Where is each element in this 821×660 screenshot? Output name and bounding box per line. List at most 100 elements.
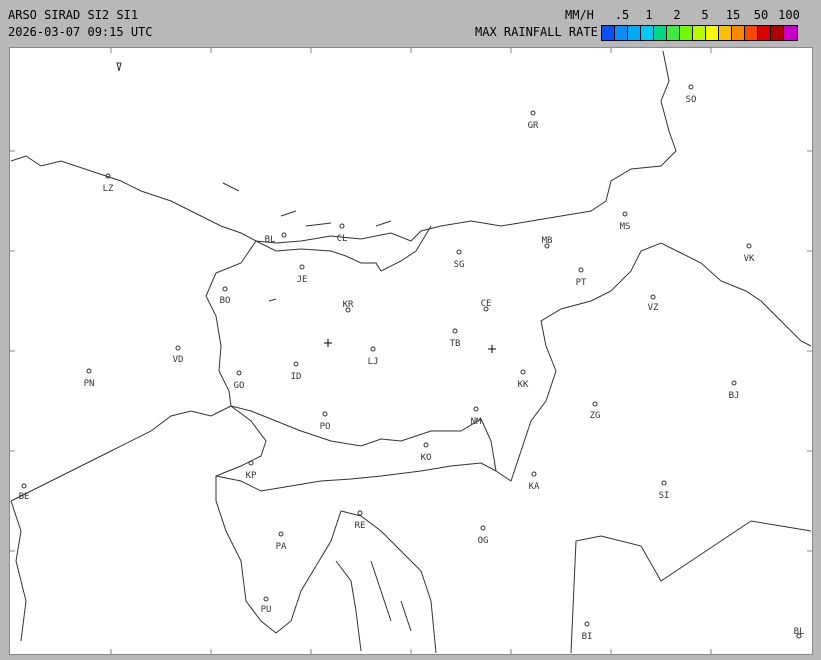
- station-label: SI: [659, 491, 670, 501]
- station-label: SG: [454, 260, 465, 270]
- legend-swatch: [745, 26, 758, 40]
- legend-swatch: [758, 26, 771, 40]
- legend-swatch: [784, 26, 797, 40]
- legend-swatch: [732, 26, 745, 40]
- station-marker: [86, 368, 92, 374]
- legend-tick: 1: [645, 8, 653, 22]
- station-marker: [248, 460, 254, 466]
- station-marker: [650, 294, 656, 300]
- station-label: PT: [576, 278, 587, 288]
- station-label: ID: [291, 372, 302, 382]
- station-label: KK: [518, 380, 529, 390]
- station-marker: [480, 525, 486, 531]
- border-croatia: [215, 462, 497, 492]
- station-marker: [731, 380, 737, 386]
- station-label: GR: [528, 121, 539, 131]
- station-label: GO: [234, 381, 245, 391]
- legend-tick: 100: [778, 8, 800, 22]
- station-marker: [592, 401, 598, 407]
- legend-swatch: [615, 26, 628, 40]
- station-label: BL: [794, 627, 805, 637]
- station-marker: [423, 442, 429, 448]
- coast-west: [10, 500, 27, 642]
- station-label: MS: [620, 222, 631, 232]
- station-label: VZ: [648, 303, 659, 313]
- station-marker: [688, 84, 694, 90]
- station-label: BO: [220, 296, 231, 306]
- station-label: BE: [19, 492, 30, 502]
- station-label: KA: [529, 482, 540, 492]
- station-label: TB: [450, 339, 461, 349]
- station-marker: [322, 411, 328, 417]
- border-slovenia: [205, 240, 812, 482]
- station-marker: [452, 328, 458, 334]
- legend-swatch: [719, 26, 732, 40]
- legend-label: MAX RAINFALL RATE: [475, 25, 598, 39]
- station-marker: [278, 531, 284, 537]
- coast-istria: [215, 405, 437, 654]
- station-label: KP: [246, 471, 257, 481]
- station-label: KO: [421, 453, 432, 463]
- station-label: PA: [276, 542, 287, 552]
- station-marker: [456, 249, 462, 255]
- station-marker: [263, 596, 269, 602]
- station-marker: [796, 633, 802, 639]
- radar-site-cross-icon: [488, 345, 496, 353]
- station-label: VK: [744, 254, 755, 264]
- station-label: CL: [337, 234, 348, 244]
- station-label: KR: [343, 300, 354, 310]
- station-marker: [236, 370, 242, 376]
- boundaries: [10, 50, 812, 654]
- station-label: CE: [481, 299, 492, 309]
- station-label: ZG: [590, 411, 601, 421]
- legend-tick: .5: [614, 8, 630, 22]
- legend-swatch: [602, 26, 615, 40]
- station-label: SO: [686, 95, 697, 105]
- legend-swatch: [706, 26, 719, 40]
- station-marker: [293, 361, 299, 367]
- station-marker: [530, 110, 536, 116]
- station-marker: [357, 510, 363, 516]
- station-marker: [281, 232, 287, 238]
- station-marker: [21, 483, 27, 489]
- radar-site-cross-icon: [324, 339, 332, 347]
- station-marker: [370, 346, 376, 352]
- station-label: LJ: [368, 357, 379, 367]
- unit-label: MM/H: [565, 8, 594, 22]
- stations: GR SO LZ BL CL MS MB VK SG JE PT BO KR CE VZ TB VD LJ ID PN…: [19, 84, 805, 642]
- station-marker: [520, 369, 526, 375]
- station-label: RE: [355, 521, 366, 531]
- station-marker: [483, 306, 489, 312]
- radar-map: GR SO LZ BL CL MS MB VK SG JE PT BO KR CE VZ TB VD LJ ID PN…: [9, 47, 813, 655]
- radar-sites: [324, 339, 496, 353]
- station-marker: [222, 286, 228, 292]
- legend-tick: 15: [725, 8, 741, 22]
- station-marker: [584, 621, 590, 627]
- legend-tick: 5: [701, 8, 709, 22]
- station-marker: [345, 307, 351, 313]
- lake: [116, 62, 392, 302]
- frame-ticks: [10, 48, 812, 654]
- station-marker: [299, 264, 305, 270]
- station-marker: [544, 243, 550, 249]
- station-marker: [473, 406, 479, 412]
- station-marker: [578, 267, 584, 273]
- station-label: JE: [297, 275, 308, 285]
- station-label: LZ: [103, 184, 114, 194]
- border-sl-north: [255, 225, 432, 272]
- station-marker: [175, 345, 181, 351]
- station-marker: [622, 211, 628, 217]
- station-label: NM: [471, 417, 482, 427]
- color-legend: [601, 25, 798, 41]
- station-marker: [746, 243, 752, 249]
- border-north: [10, 50, 677, 244]
- legend-swatch: [628, 26, 641, 40]
- coast-islands: [335, 560, 412, 652]
- legend-swatch: [641, 26, 654, 40]
- station-label: VD: [173, 355, 184, 365]
- station-label: MB: [542, 236, 553, 246]
- station-marker: [105, 173, 111, 179]
- product-title: ARSO SIRAD SI2 SI1: [8, 8, 139, 22]
- station-label: OG: [478, 536, 489, 546]
- legend-tick: 2: [673, 8, 681, 22]
